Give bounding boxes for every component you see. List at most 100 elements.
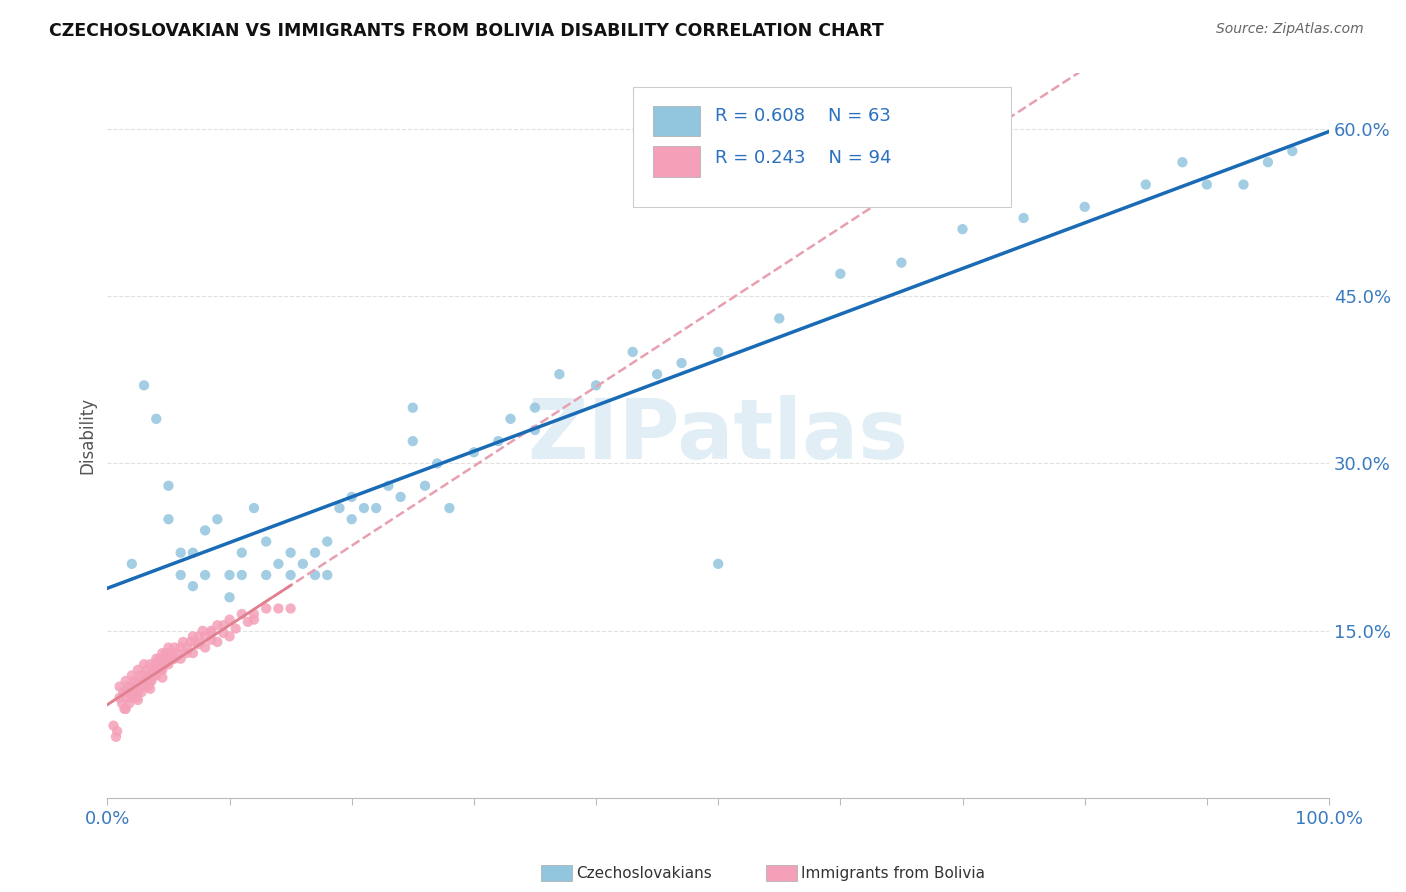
Point (191, 624, 214, 638)
Point (132, 657, 155, 672)
Point (254, 601, 277, 615)
Point (1195, 178, 1218, 192)
Point (170, 651, 193, 665)
Point (267, 557, 290, 571)
Point (114, 702, 136, 716)
Point (548, 368, 571, 382)
Point (160, 651, 183, 665)
Point (304, 546, 326, 560)
Point (132, 668, 155, 682)
Point (207, 618, 229, 632)
Point (121, 680, 143, 694)
Point (157, 640, 180, 655)
Point (621, 344, 644, 359)
Point (463, 445, 485, 459)
Point (218, 568, 240, 582)
Point (218, 629, 240, 643)
Point (157, 512, 180, 526)
Point (145, 668, 167, 682)
Point (118, 696, 141, 710)
Point (1232, 178, 1254, 192)
Point (148, 657, 170, 672)
Point (254, 568, 277, 582)
Point (121, 668, 143, 682)
Point (181, 579, 204, 593)
Point (200, 626, 222, 640)
Point (212, 626, 235, 640)
Point (426, 457, 449, 471)
Point (124, 680, 146, 694)
Point (188, 629, 211, 643)
Point (127, 693, 149, 707)
Text: ZIPatlas: ZIPatlas (527, 395, 908, 476)
Point (316, 534, 339, 549)
FancyBboxPatch shape (654, 146, 700, 177)
Point (135, 663, 157, 677)
Point (194, 629, 217, 643)
Point (114, 685, 136, 699)
Point (139, 657, 162, 672)
Point (122, 673, 145, 688)
Point (121, 557, 143, 571)
Point (153, 651, 176, 665)
Point (172, 635, 194, 649)
Point (267, 601, 290, 615)
Point (316, 568, 339, 582)
Text: Czechoslovakians: Czechoslovakians (576, 866, 713, 880)
Point (145, 663, 167, 677)
Point (120, 685, 142, 699)
Point (143, 657, 166, 672)
Point (152, 657, 174, 672)
Point (184, 635, 207, 649)
Point (236, 615, 259, 629)
Point (181, 546, 204, 560)
Point (129, 668, 152, 682)
Text: R = 0.243    N = 94: R = 0.243 N = 94 (714, 149, 891, 167)
Point (104, 730, 127, 744)
Point (142, 668, 165, 682)
Point (243, 501, 266, 516)
Point (157, 479, 180, 493)
Point (136, 680, 159, 694)
Point (194, 568, 217, 582)
Point (200, 624, 222, 638)
Point (194, 524, 217, 538)
Point (280, 601, 302, 615)
Point (163, 651, 186, 665)
Text: CZECHOSLOVAKIAN VS IMMIGRANTS FROM BOLIVIA DISABILITY CORRELATION CHART: CZECHOSLOVAKIAN VS IMMIGRANTS FROM BOLIV… (49, 22, 884, 40)
FancyBboxPatch shape (654, 105, 700, 136)
Point (142, 663, 165, 677)
Point (402, 401, 425, 415)
Point (231, 546, 253, 560)
Point (304, 568, 326, 582)
Point (131, 685, 153, 699)
Point (176, 640, 198, 655)
Point (585, 378, 607, 392)
Point (166, 646, 188, 660)
Point (231, 568, 253, 582)
Point (1281, 144, 1303, 158)
Point (402, 434, 425, 449)
Point (243, 607, 266, 621)
Point (145, 651, 167, 665)
Point (127, 685, 149, 699)
Point (439, 501, 461, 516)
Point (121, 690, 143, 705)
Point (122, 685, 145, 699)
Point (207, 635, 229, 649)
Point (170, 568, 193, 582)
Point (413, 479, 436, 493)
Point (830, 267, 852, 281)
Point (645, 368, 668, 382)
Point (389, 490, 412, 504)
Point (243, 613, 266, 627)
Point (139, 673, 162, 688)
Point (127, 663, 149, 677)
Point (139, 681, 162, 696)
Point (181, 646, 204, 660)
Point (1012, 211, 1035, 225)
Point (179, 635, 201, 649)
Point (486, 434, 509, 449)
Point (132, 680, 155, 694)
Point (176, 646, 198, 660)
